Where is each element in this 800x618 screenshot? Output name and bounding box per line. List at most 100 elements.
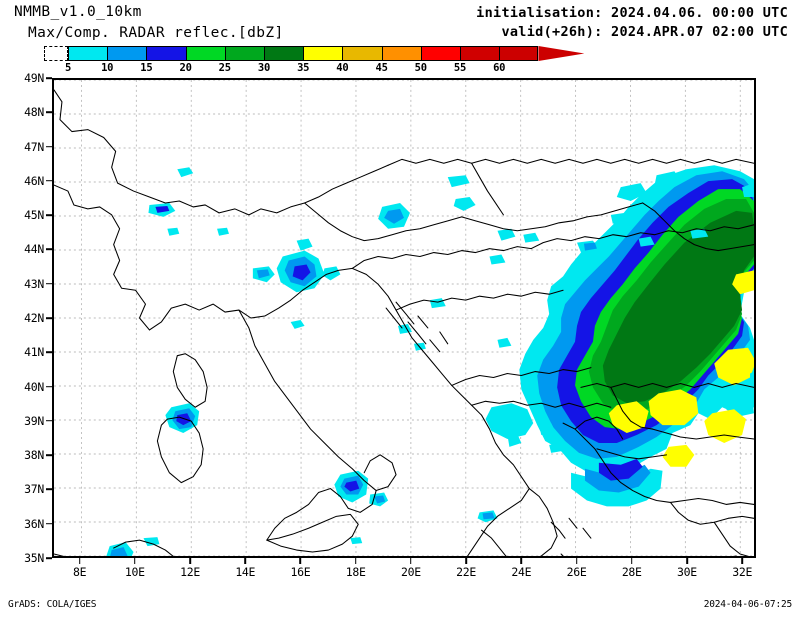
colorbar: 5 10 15 20 25 30 35 40 45 50 55 60: [44, 46, 585, 74]
echo-romania: [378, 175, 655, 351]
y-tick-label-36N: 36N: [24, 516, 44, 531]
x-tick-mark: [78, 558, 81, 564]
colorbar-segment-25: [224, 46, 264, 61]
colorbar-tick-45: 45: [375, 62, 388, 74]
y-tick-mark: [46, 77, 52, 79]
echo-yellow-6: [732, 270, 754, 295]
radar-map-svg: [54, 80, 754, 556]
echo-alps: [148, 167, 305, 329]
footer-timestamp: 2024-04-06-07:25: [703, 599, 793, 610]
y-tick-label-38N: 38N: [24, 448, 44, 463]
coastline-layer: [54, 89, 754, 556]
colorbar-segment-55: [460, 46, 500, 61]
model-title: NMMB_v1.0_10km: [14, 4, 142, 20]
x-tick-label-8E: 8E: [72, 565, 87, 579]
y-tick-label-42N: 42N: [24, 311, 44, 325]
colorbar-under-threshold: [44, 46, 68, 61]
y-tick-label-43N: 43N: [24, 276, 44, 291]
colorbar-tick-15: 15: [140, 62, 153, 74]
x-tick-label-18E: 18E: [345, 565, 366, 579]
y-tick-label-47N: 47N: [24, 139, 44, 154]
x-tick-mark: [630, 558, 633, 564]
y-tick-label-49N: 49N: [24, 71, 44, 85]
y-tick-mark: [46, 557, 52, 559]
y-tick-label-44N: 44N: [24, 242, 44, 257]
y-tick-mark: [46, 317, 52, 319]
y-tick-mark: [46, 180, 52, 182]
colorbar-tick-50: 50: [414, 62, 427, 74]
echo-cyan-6: [654, 171, 681, 190]
footer-credit: GrADS: COLA/IGES: [8, 599, 97, 610]
echo-yellow-2: [648, 389, 699, 426]
echo-green-dark: [602, 210, 754, 404]
y-tick-mark: [46, 454, 52, 456]
y-tick-label-39N: 39N: [24, 413, 44, 428]
x-tick-label-28E: 28E: [621, 565, 642, 579]
y-tick-label-46N: 46N: [24, 173, 44, 188]
x-tick-label-12E: 12E: [180, 565, 200, 579]
y-tick-mark: [46, 420, 52, 422]
colorbar-tick-10: 10: [101, 62, 114, 74]
y-tick-mark: [46, 351, 52, 354]
x-tick-mark: [244, 558, 247, 564]
x-tick-mark: [520, 558, 523, 564]
initialisation-time: initialisation: 2024.04.06. 00:00 UTC: [476, 5, 788, 21]
radar-echo-layer: [106, 165, 754, 556]
y-tick-label-48N: 48N: [24, 105, 44, 120]
x-tick-mark: [741, 558, 743, 564]
colorbar-tick-25: 25: [218, 62, 231, 74]
echo-bulgaria: [501, 413, 564, 453]
x-tick-mark: [686, 558, 688, 564]
x-tick-label-24E: 24E: [511, 565, 532, 579]
x-tick-label-32E: 32E: [732, 565, 753, 579]
colorbar-segment-40: [342, 46, 382, 61]
colorbar-overflow-arrow: [538, 46, 585, 61]
echo-blue-2: [598, 458, 643, 481]
y-tick-label-35N: 35N: [24, 551, 44, 565]
y-tick-mark: [46, 282, 52, 285]
x-tick-mark: [189, 558, 191, 564]
x-tick-label-16E: 16E: [290, 565, 311, 579]
colorbar-tick-60: 60: [493, 62, 506, 74]
colorbar-segment-5: [68, 46, 108, 61]
colorbar-segment-20: [185, 46, 225, 61]
x-tick-label-10E: 10E: [124, 565, 145, 579]
colorbar-tick-5: 5: [64, 62, 72, 74]
colorbar-tick-40: 40: [336, 62, 349, 74]
y-tick-mark: [46, 145, 52, 148]
y-tick-mark: [46, 248, 52, 251]
colorbar-segment-10: [107, 46, 147, 61]
echo-tunisia: [106, 537, 160, 556]
field-title: Max/Comp. RADAR reflec.[dbZ]: [28, 25, 284, 41]
colorbar-tick-30: 30: [257, 62, 271, 74]
x-tick-mark: [575, 558, 578, 564]
colorbar-segment-30: [264, 46, 304, 61]
x-tick-label-22E: 22E: [456, 565, 477, 579]
colorbar-tick-35: 35: [297, 62, 310, 74]
colorbar-segment-15: [146, 46, 186, 61]
y-tick-mark: [46, 488, 52, 491]
y-tick-label-45N: 45N: [24, 208, 44, 223]
x-tick-mark: [465, 558, 467, 564]
x-tick-label-20E: 20E: [400, 565, 421, 579]
x-tick-mark: [299, 558, 302, 564]
echo-greece-west: [350, 510, 498, 545]
colorbar-tick-20: 20: [179, 62, 192, 74]
y-tick-mark: [46, 111, 52, 114]
colorbar-tick-55: 55: [453, 62, 467, 74]
colorbar-segment-50: [420, 46, 460, 61]
x-tick-label-14E: 14E: [235, 565, 256, 579]
y-tick-mark: [46, 385, 52, 388]
echo-yellow-5: [662, 444, 695, 467]
echo-cyan-7: [616, 183, 647, 201]
x-tick-mark: [354, 558, 357, 564]
y-tick-label-37N: 37N: [24, 482, 44, 497]
y-tick-label-40N: 40N: [24, 379, 44, 394]
echo-ne-corner: [690, 183, 754, 386]
x-tick-label-26E: 26E: [566, 565, 587, 579]
x-tick-label-30E: 30E: [677, 565, 697, 579]
echo-slovenia: [252, 238, 341, 293]
y-tick-label-41N: 41N: [24, 345, 44, 360]
echo-calabria: [334, 470, 389, 507]
